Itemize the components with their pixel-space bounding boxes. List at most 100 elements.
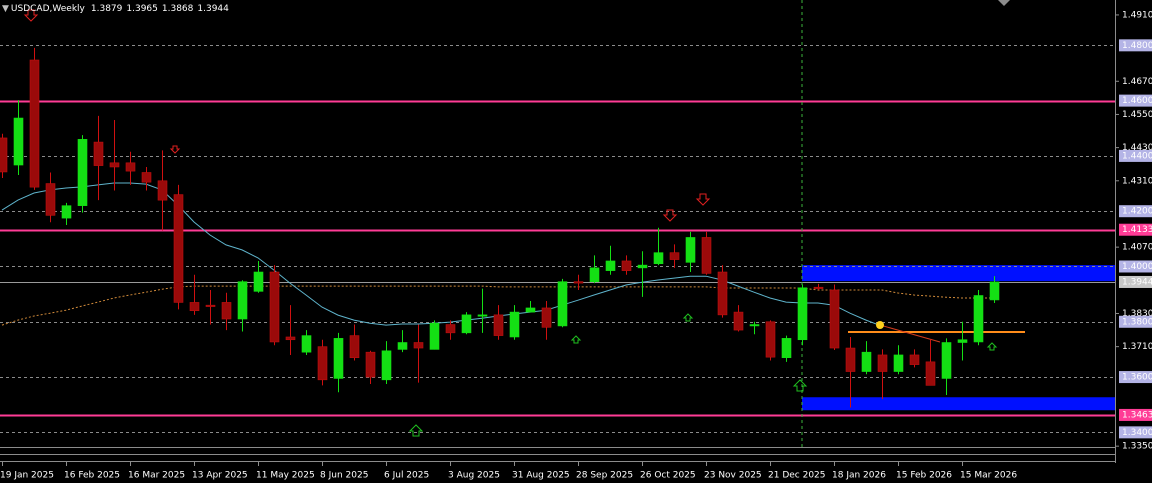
- level-label: 1.4600: [1122, 96, 1152, 106]
- candle-body: [269, 271, 280, 343]
- current-price-label: 1.3944: [1122, 277, 1152, 287]
- candle-body: [909, 354, 920, 365]
- candle-body: [477, 314, 488, 317]
- up-arrow: [408, 424, 424, 437]
- key-level-label: 1.3463: [1122, 410, 1152, 420]
- candle-body: [45, 183, 56, 216]
- candle-body: [301, 335, 312, 353]
- candle-body: [253, 271, 264, 292]
- candle-body: [893, 354, 904, 372]
- candle-body: [733, 311, 744, 331]
- candle-body: [157, 180, 168, 201]
- candle-body: [525, 307, 536, 313]
- candles-layer: [0, 47, 1000, 408]
- x-tick-label: 15 Mar 2026: [960, 471, 1017, 481]
- candle-body: [573, 281, 584, 284]
- x-tick-label: 23 Nov 2025: [704, 471, 762, 481]
- signal-dot: [876, 321, 884, 329]
- candle-body: [637, 264, 648, 269]
- candle-body: [397, 342, 408, 350]
- label-bg: [1119, 205, 1152, 218]
- candle-body: [413, 342, 424, 349]
- x-tick-label: 3 Aug 2025: [448, 471, 500, 481]
- candle-body: [13, 117, 24, 166]
- down-arrow: [662, 209, 678, 222]
- collapse-icon: ▼: [2, 4, 9, 14]
- label-bg: [1119, 149, 1152, 162]
- candle-body: [653, 252, 664, 265]
- chart-header: ▼ USDCAD,Weekly 1.3879 1.3965 1.3868 1.3944: [2, 4, 229, 14]
- x-tick-label: 16 Mar 2025: [128, 471, 185, 481]
- y-tick-label: 1.4070: [1122, 243, 1152, 253]
- candle-body: [205, 304, 216, 307]
- header-high: 1.3965: [126, 4, 158, 14]
- candle-body: [781, 338, 792, 359]
- candle-body: [333, 338, 344, 379]
- candle-body: [541, 307, 552, 328]
- y-tick-label: 1.4670: [1122, 77, 1152, 87]
- candle-body: [29, 59, 40, 188]
- candle-body: [509, 311, 520, 338]
- up-arrow: [570, 335, 582, 344]
- candle-body: [237, 281, 248, 320]
- candle-body: [93, 141, 104, 166]
- down-arrow: [23, 9, 39, 22]
- candle-body: [461, 314, 472, 334]
- candle-body: [925, 361, 936, 386]
- candle-body: [365, 351, 376, 378]
- y-tick-label: 1.3830: [1122, 309, 1152, 319]
- label-bg: [1119, 223, 1152, 236]
- y-tick-label: 1.3350: [1122, 442, 1152, 452]
- candle-body: [685, 237, 696, 263]
- level-label: 1.4200: [1122, 207, 1152, 217]
- candle-body: [285, 336, 296, 341]
- up-arrow: [682, 313, 694, 322]
- label-bg: [1119, 275, 1152, 288]
- x-tick-label: 21 Dec 2025: [768, 471, 826, 481]
- moving-average: [1, 285, 994, 326]
- x-tick-label: 6 Jul 2025: [384, 471, 429, 481]
- x-tick-label: 31 Aug 2025: [512, 471, 570, 481]
- label-bg: [1119, 371, 1152, 384]
- x-tick-label: 28 Sep 2025: [576, 471, 633, 481]
- level-label: 1.4400: [1122, 151, 1152, 161]
- up-arrows: [408, 313, 998, 437]
- symbol: USDCAD,Weekly: [11, 4, 86, 14]
- candle-body: [797, 287, 808, 341]
- candle-body: [941, 342, 952, 379]
- candle-body: [429, 322, 440, 350]
- candle-body: [701, 237, 712, 274]
- candle-body: [445, 324, 456, 334]
- label-bg: [1119, 39, 1152, 52]
- down-arrow: [169, 145, 181, 154]
- candle-body: [493, 314, 504, 336]
- candle-body: [109, 162, 120, 168]
- candle-body: [845, 347, 856, 372]
- x-tick-label: 18 Jan 2026: [832, 471, 886, 481]
- candle-body: [621, 260, 632, 271]
- moving-average: [1, 182, 883, 327]
- candle-body: [989, 281, 1000, 301]
- key-level-label: 1.4133: [1122, 225, 1152, 235]
- candle-body: [173, 194, 184, 303]
- down-arrows: [23, 9, 711, 222]
- level-label: 1.3400: [1122, 428, 1152, 438]
- label-bg: [1119, 426, 1152, 439]
- trend-line: [879, 324, 941, 343]
- zone: [802, 397, 1115, 411]
- header-open: 1.3879: [91, 4, 123, 14]
- candle-body: [349, 335, 360, 359]
- candle-body: [829, 289, 840, 349]
- candle-body: [765, 321, 776, 358]
- y-tick-label: 1.4430: [1122, 143, 1152, 153]
- candle-body: [973, 295, 984, 343]
- label-bg: [1119, 260, 1152, 273]
- candle-body: [669, 252, 680, 260]
- y-tick-label: 1.4310: [1122, 176, 1152, 186]
- candle-body: [717, 271, 728, 316]
- y-tick-label: 1.3710: [1122, 342, 1152, 352]
- candle-body: [957, 339, 968, 343]
- zone: [802, 265, 1115, 282]
